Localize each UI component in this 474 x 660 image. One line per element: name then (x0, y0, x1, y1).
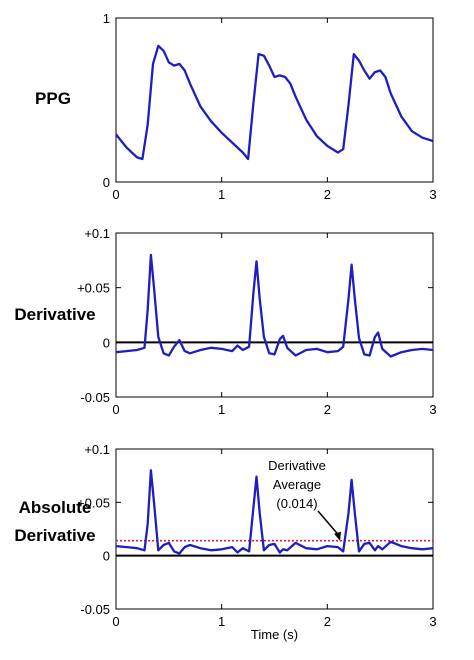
axes-frame (115, 17, 434, 183)
annotation-line: Average (273, 477, 321, 492)
row-label: Absolute (19, 498, 92, 517)
x-tick-label: 3 (429, 402, 436, 417)
row-label: PPG (35, 89, 71, 108)
series-line (115, 469, 434, 555)
row-label: Derivative (14, 526, 95, 545)
y-tick-label: +0.1 (84, 226, 110, 241)
arrow-head (334, 531, 342, 541)
x-tick-label: 2 (324, 614, 331, 629)
y-tick-label: +0.05 (77, 495, 110, 510)
y-tick-label: +0.05 (77, 281, 110, 296)
x-tick-label: 1 (218, 402, 225, 417)
row-label: Derivative (14, 305, 95, 324)
y-tick-label: 1 (103, 11, 110, 26)
x-tick-label: 3 (429, 614, 436, 629)
annotation-line: (0.014) (276, 496, 317, 511)
annotation-arrow (317, 510, 341, 538)
y-tick-label: -0.05 (80, 390, 110, 405)
annotation-line: Derivative (268, 458, 326, 473)
x-tick-label: 1 (218, 614, 225, 629)
x-axis-label: Time (s) (251, 627, 298, 642)
absolute-derivative-panel: 0 1 2 3-0.050+0.05+0.1DerivativeAverage(0.0… (14, 442, 436, 642)
y-tick-label: 0 (103, 549, 110, 564)
y-tick-label: +0.1 (84, 442, 110, 457)
series-line (115, 44, 434, 161)
y-tick-label: -0.05 (80, 602, 110, 617)
axes-frame (115, 448, 434, 610)
x-tick-label: 3 (429, 187, 436, 202)
series-line (115, 253, 434, 358)
y-tick-label: 0 (103, 175, 110, 190)
x-tick-label: 0 (112, 402, 119, 417)
x-tick-label: 2 (324, 402, 331, 417)
x-tick-label: 1 (218, 187, 225, 202)
axes-frame (115, 232, 434, 398)
y-tick-label: 0 (103, 335, 110, 350)
x-tick-label: 2 (324, 187, 331, 202)
x-tick-label: 0 (112, 614, 119, 629)
ppg-panel: 0 1 2 3 0 1 PPG (35, 11, 437, 202)
x-tick-label: 0 (112, 187, 119, 202)
